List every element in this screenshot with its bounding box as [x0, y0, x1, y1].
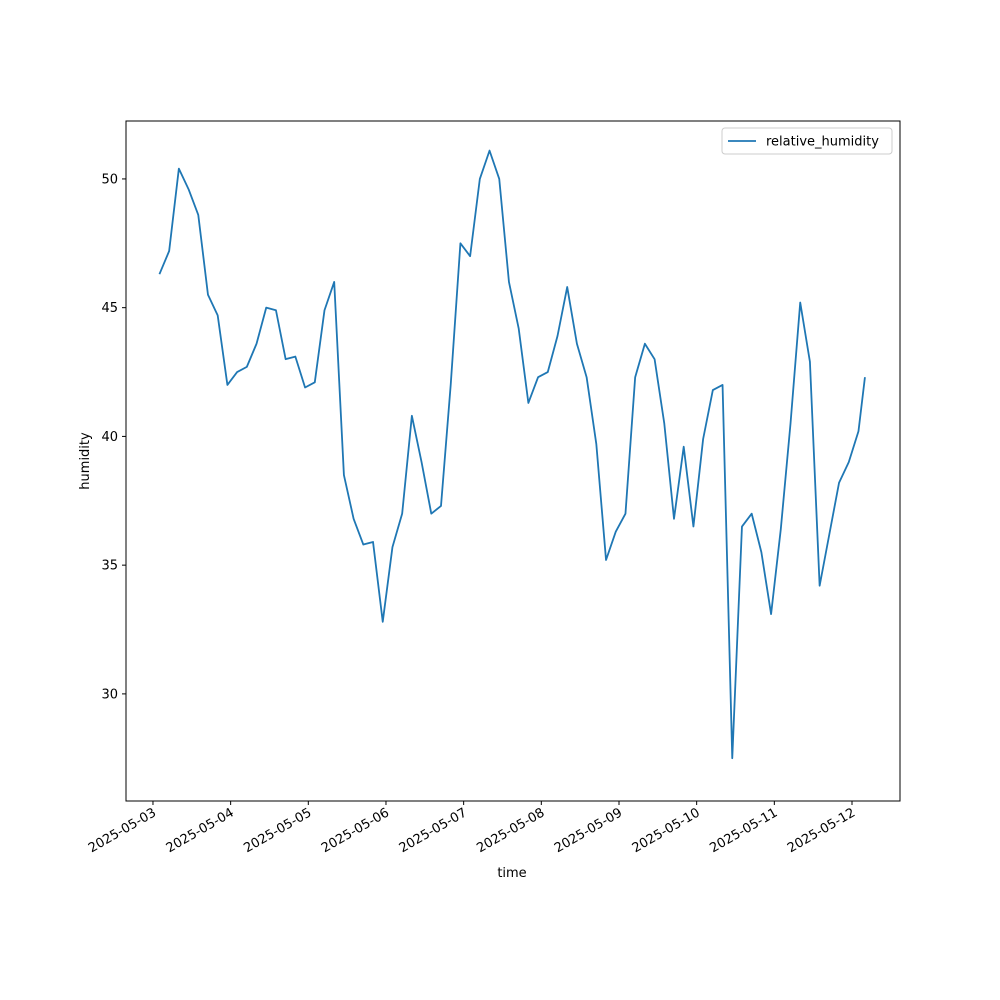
y-tick-label: 50: [101, 172, 118, 187]
y-axis-label: humidity: [78, 432, 93, 490]
y-tick-label: 30: [101, 687, 118, 702]
legend-label: relative_humidity: [766, 135, 879, 150]
x-tick-label: 2025-05-05: [241, 805, 314, 856]
x-tick-label: 2025-05-10: [630, 805, 703, 856]
x-tick-label: 2025-05-08: [474, 805, 547, 856]
y-tick-label: 40: [101, 430, 118, 445]
y-tick-label: 35: [101, 559, 118, 574]
plot-frame: [125, 120, 901, 802]
x-tick-label: 2025-05-11: [707, 805, 780, 856]
y-tick-label: 45: [101, 301, 118, 316]
x-tick-label: 2025-05-03: [86, 805, 159, 856]
legend: relative_humidity: [721, 127, 893, 155]
line-series: [158, 149, 866, 760]
x-tick-label: 2025-05-04: [164, 805, 237, 856]
legend-frame: [721, 127, 893, 155]
x-axis-label: time: [497, 866, 526, 881]
x-tick-label: 2025-05-12: [785, 805, 858, 856]
x-tick-label: 2025-05-07: [397, 805, 470, 856]
x-tick-label: 2025-05-06: [319, 805, 392, 856]
x-tick-label: 2025-05-09: [552, 805, 625, 856]
